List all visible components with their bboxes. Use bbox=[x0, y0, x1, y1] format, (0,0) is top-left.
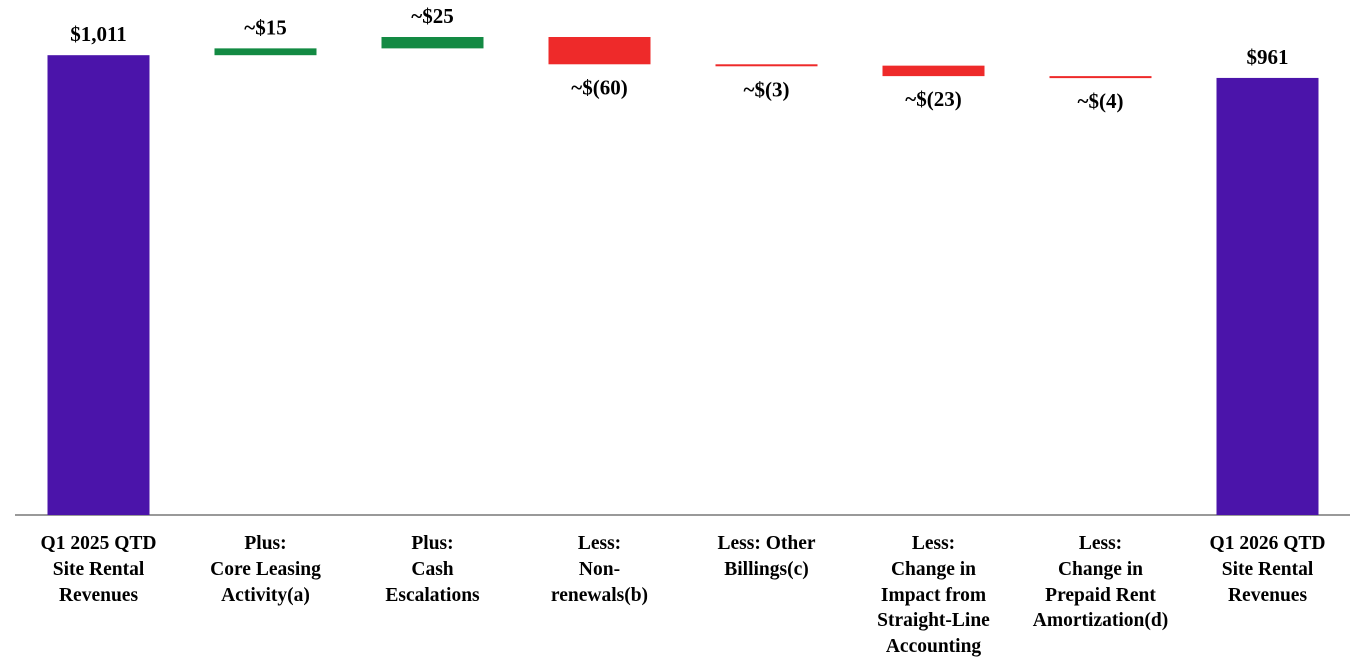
bar bbox=[47, 55, 150, 515]
bar bbox=[1049, 76, 1152, 79]
value-label: $1,011 bbox=[70, 22, 127, 46]
bar bbox=[1216, 77, 1319, 516]
value-label: ~$(60) bbox=[571, 75, 627, 99]
category-label: Less: Non- renewals(b) bbox=[550, 533, 649, 606]
category-label: Less: Other Billings(c) bbox=[717, 533, 816, 580]
category-label: Less: Change in Impact from Straight-Lin… bbox=[877, 533, 990, 658]
category-label: Plus: Cash Escalations bbox=[385, 533, 480, 606]
value-label: ~$(23) bbox=[905, 87, 961, 111]
category-label: Q1 2025 QTD Site Rental Revenues bbox=[40, 533, 157, 606]
category-label: Less: Change in Prepaid Rent Amortizatio… bbox=[1032, 533, 1169, 632]
bar bbox=[882, 65, 985, 77]
bar bbox=[715, 64, 818, 67]
value-label: ~$25 bbox=[411, 4, 453, 28]
value-label: ~$(4) bbox=[1078, 89, 1124, 113]
category-label: Q1 2026 QTD Site Rental Revenues bbox=[1209, 533, 1326, 606]
bar bbox=[214, 48, 317, 56]
category-label: Plus: Core Leasing Activity(a) bbox=[210, 533, 321, 606]
value-label: ~$(3) bbox=[744, 77, 790, 101]
value-label: $961 bbox=[1247, 45, 1289, 69]
value-label: ~$15 bbox=[244, 15, 286, 39]
bar bbox=[548, 37, 651, 65]
bar bbox=[381, 37, 484, 49]
